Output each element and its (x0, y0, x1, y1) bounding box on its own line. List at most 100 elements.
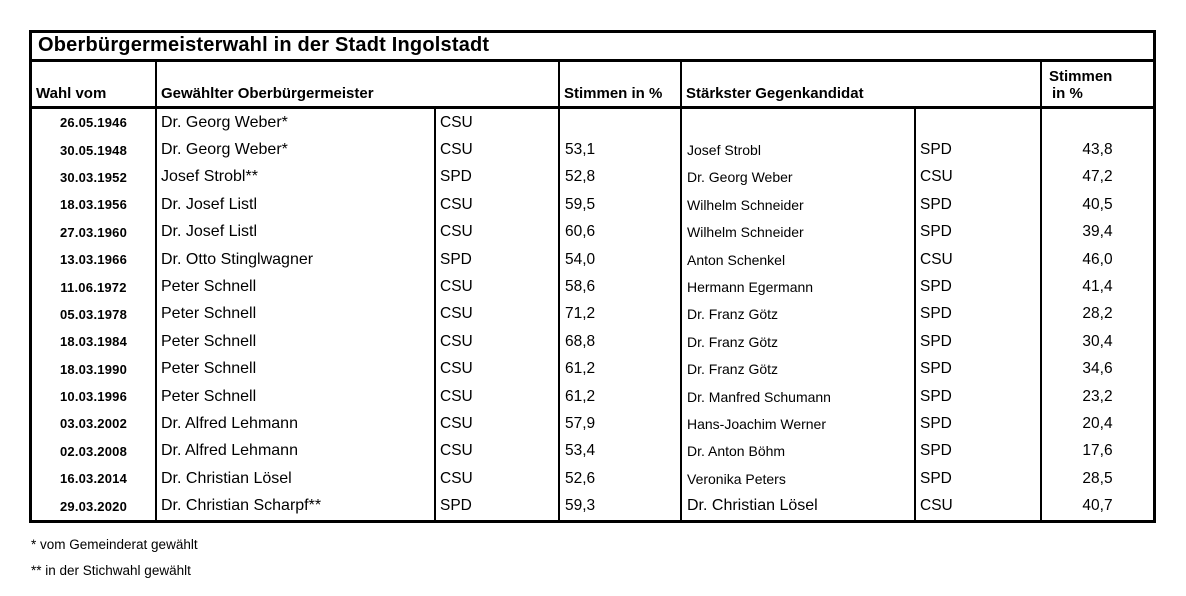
cell-wahl-vom: 26.05.1946 (59, 115, 128, 131)
cell-opponent-percent: 47,2 (1040, 163, 1153, 192)
cell-opponent-percent: 20,4 (1040, 410, 1153, 438)
cell-opponent-party: CSU (914, 163, 1040, 192)
cell-mayor-name: Dr. Georg Weber* (155, 136, 434, 164)
cell-opponent-name: Dr. Anton Böhm (680, 437, 914, 466)
cell-wahl-vom: 29.03.2020 (59, 498, 128, 514)
cell-mayor-name: Peter Schnell (155, 382, 434, 411)
cell-opponent-name: Dr. Manfred Schumann (680, 382, 914, 411)
cell-wahl-vom: 30.03.1952 (59, 169, 128, 185)
cell-mayor-party: CSU (434, 465, 558, 493)
cell-opponent-percent: 30,4 (1040, 328, 1153, 356)
cell-mayor-name: Dr. Christian Lösel (155, 465, 434, 493)
cell-opponent-party (914, 109, 1040, 137)
cell-wahl-vom: 11.06.1972 (60, 279, 127, 295)
cell-opponent-party: SPD (914, 355, 1040, 383)
cell-mayor-name: Josef Strobl** (155, 163, 434, 192)
cell-opponent-name: Wilhelm Schneider (680, 191, 914, 219)
cell-mayor-percent: 53,4 (558, 437, 680, 466)
table-body: 26.05.1946 Dr. Georg Weber* CSU 30.05.1948 D… (32, 109, 1153, 520)
header-stimmen-opponent-line1: Stimmen (1049, 68, 1113, 85)
cell-mayor-percent: 61,2 (558, 355, 680, 383)
cell-mayor-name: Peter Schnell (155, 273, 434, 301)
cell-wahl-vom: 02.03.2008 (59, 443, 128, 459)
cell-opponent-party: SPD (914, 191, 1040, 219)
cell-mayor-percent: 57,9 (558, 410, 680, 438)
cell-wahl-vom: 27.03.1960 (59, 224, 128, 240)
cell-mayor-percent: 53,1 (558, 136, 680, 164)
cell-mayor-party: CSU (434, 191, 558, 219)
cell-wahl-vom: 10.03.1996 (59, 389, 128, 405)
header-stimmen-opponent: Stimmen in % (1040, 62, 1153, 106)
cell-opponent-name: Anton Schenkel (680, 245, 914, 274)
cell-mayor-party: CSU (434, 136, 558, 164)
cell-wahl-vom: 05.03.1978 (59, 306, 128, 322)
cell-opponent-percent: 40,7 (1040, 492, 1153, 520)
cell-opponent-party: CSU (914, 245, 1040, 274)
cell-mayor-name: Dr. Alfred Lehmann (155, 410, 434, 438)
cell-opponent-name: Wilhelm Schneider (680, 218, 914, 246)
cell-opponent-percent: 28,2 (1040, 300, 1153, 329)
cell-opponent-name: Veronika Peters (680, 465, 914, 493)
cell-opponent-name: Josef Strobl (680, 136, 914, 164)
cell-mayor-name: Peter Schnell (155, 328, 434, 356)
cell-mayor-party: CSU (434, 109, 558, 137)
cell-mayor-percent: 60,6 (558, 218, 680, 246)
cell-mayor-percent: 58,6 (558, 273, 680, 301)
footnote-stichwahl: ** in der Stichwahl gewählt (31, 563, 191, 578)
cell-opponent-party: SPD (914, 410, 1040, 438)
cell-opponent-party: SPD (914, 382, 1040, 411)
cell-mayor-name: Dr. Georg Weber* (155, 109, 434, 137)
cell-mayor-name: Dr. Alfred Lehmann (155, 437, 434, 466)
cell-mayor-party: CSU (434, 328, 558, 356)
header-stimmen-mayor: Stimmen in % (558, 62, 680, 106)
cell-mayor-name: Dr. Josef Listl (155, 218, 434, 246)
cell-wahl-vom: 18.03.1956 (59, 197, 128, 213)
cell-mayor-percent: 71,2 (558, 300, 680, 329)
footnotes: * vom Gemeinderat gewählt ** in der Stic… (31, 537, 198, 589)
cell-mayor-percent: 68,8 (558, 328, 680, 356)
cell-opponent-name: Dr. Georg Weber (680, 163, 914, 192)
cell-opponent-name: Dr. Franz Götz (680, 300, 914, 329)
cell-opponent-name: Hermann Egermann (680, 273, 914, 301)
cell-mayor-percent (558, 109, 680, 137)
cell-mayor-name: Dr. Otto Stinglwagner (155, 245, 434, 274)
cell-mayor-party: CSU (434, 437, 558, 466)
cell-mayor-party: CSU (434, 300, 558, 329)
cell-mayor-party: SPD (434, 492, 558, 520)
cell-mayor-party: CSU (434, 273, 558, 301)
cell-opponent-party: SPD (914, 218, 1040, 246)
cell-opponent-percent: 23,2 (1040, 382, 1153, 411)
cell-mayor-party: CSU (434, 382, 558, 411)
cell-wahl-vom: 03.03.2002 (59, 416, 128, 432)
table-title: Oberbürgermeisterwahl in der Stadt Ingol… (32, 33, 1153, 62)
cell-mayor-percent: 52,8 (558, 163, 680, 192)
cell-mayor-party: CSU (434, 218, 558, 246)
cell-mayor-name: Peter Schnell (155, 355, 434, 383)
election-results-table: Oberbürgermeisterwahl in der Stadt Ingol… (29, 30, 1156, 523)
cell-mayor-percent: 54,0 (558, 245, 680, 274)
cell-opponent-party: SPD (914, 136, 1040, 164)
table-header: Wahl vom Gewählter Oberbürgermeister Sti… (32, 62, 1153, 109)
cell-opponent-percent: 43,8 (1040, 136, 1153, 164)
cell-opponent-party: SPD (914, 328, 1040, 356)
cell-mayor-name: Dr. Josef Listl (155, 191, 434, 219)
cell-opponent-percent: 40,5 (1040, 191, 1153, 219)
cell-wahl-vom: 18.03.1990 (59, 361, 128, 377)
cell-opponent-name: Dr. Franz Götz (680, 355, 914, 383)
footnote-gemeinderat: * vom Gemeinderat gewählt (31, 537, 198, 552)
cell-opponent-percent: 39,4 (1040, 218, 1153, 246)
cell-opponent-party: SPD (914, 300, 1040, 329)
cell-wahl-vom: 30.05.1948 (59, 142, 128, 158)
cell-mayor-name: Peter Schnell (155, 300, 434, 329)
cell-opponent-percent: 28,5 (1040, 465, 1153, 493)
cell-mayor-percent: 61,2 (558, 382, 680, 411)
header-stimmen-opponent-line2: in % (1052, 85, 1083, 102)
cell-opponent-name: Hans-Joachim Werner (680, 410, 914, 438)
cell-mayor-party: SPD (434, 245, 558, 274)
header-staerkster-gegenkandidat: Stärkster Gegenkandidat (680, 62, 1040, 106)
cell-mayor-party: CSU (434, 410, 558, 438)
cell-opponent-percent: 17,6 (1040, 437, 1153, 466)
header-gewaehlter-oberbuergermeister: Gewählter Oberbürgermeister (155, 62, 558, 106)
cell-wahl-vom: 13.03.1966 (59, 252, 128, 268)
cell-opponent-name: Dr. Franz Götz (680, 328, 914, 356)
